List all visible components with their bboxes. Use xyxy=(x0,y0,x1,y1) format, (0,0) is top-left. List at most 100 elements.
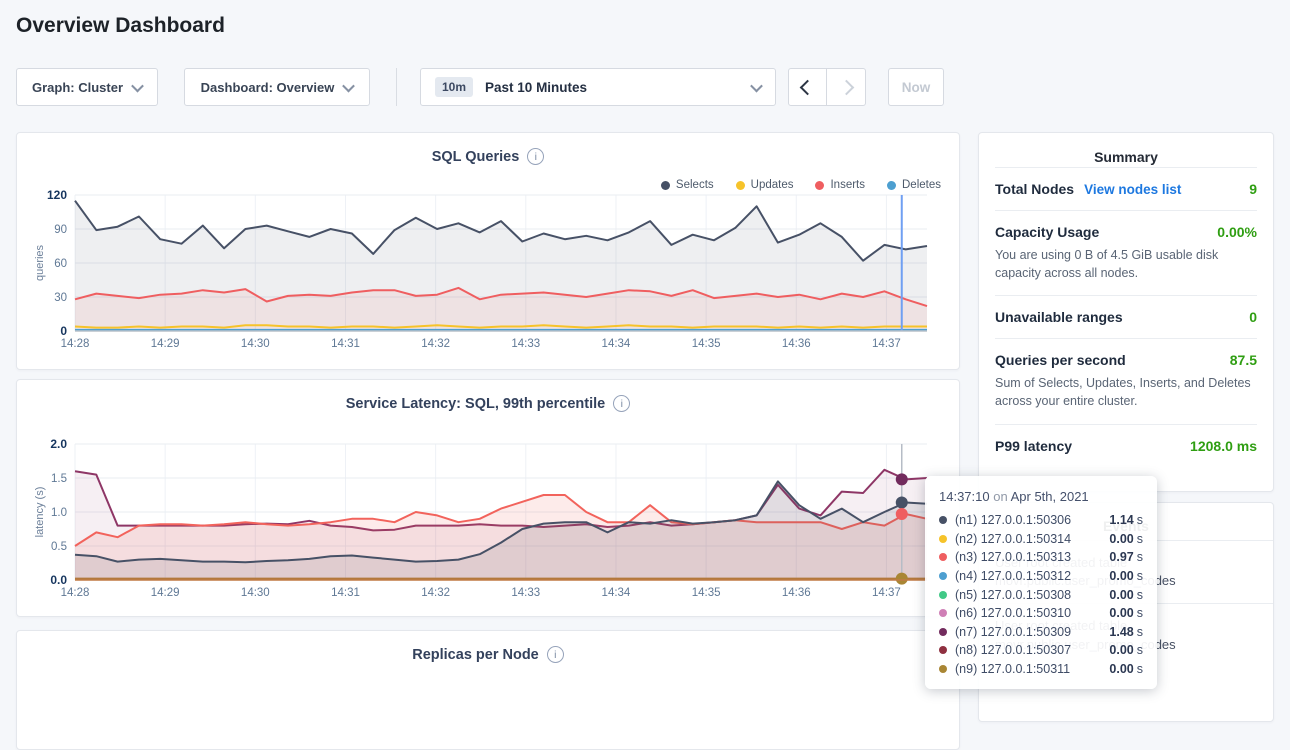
summary-label: P99 latency xyxy=(995,438,1072,454)
node-value: 0.00s xyxy=(1109,532,1143,546)
svg-text:14:35: 14:35 xyxy=(692,338,721,350)
tooltip-row: (n4) 127.0.0.1:50312 0.00s xyxy=(939,567,1143,586)
svg-text:1.5: 1.5 xyxy=(51,473,67,485)
service-latency-chart[interactable]: 0.0 0.5 1.0 1.5 2.0 14:28 14:29 14:30 14:31 14:32… xyxy=(31,438,939,607)
summary-row-qps: Queries per second 87.5 Sum of Selects, … xyxy=(995,338,1257,423)
node-dot-icon xyxy=(939,591,947,599)
tooltip-row: (n1) 127.0.0.1:50306 1.14s xyxy=(939,511,1143,530)
info-icon[interactable] xyxy=(527,148,544,165)
summary-value: 0 xyxy=(1249,309,1257,325)
summary-label: Capacity Usage xyxy=(995,224,1099,240)
graph-dropdown[interactable]: Graph: Cluster xyxy=(16,68,158,106)
tooltip-on: on xyxy=(993,489,1007,504)
info-icon[interactable] xyxy=(547,646,564,663)
svg-text:14:28: 14:28 xyxy=(61,587,90,599)
svg-text:14:31: 14:31 xyxy=(331,587,360,599)
svg-text:latency (s): latency (s) xyxy=(34,487,46,538)
svg-text:14:33: 14:33 xyxy=(511,338,540,350)
chart-title-row: Service Latency: SQL, 99th percentile xyxy=(17,395,959,412)
tooltip-date: Apr 5th, 2021 xyxy=(1011,489,1089,504)
node-value: 0.00s xyxy=(1109,569,1143,583)
svg-text:14:33: 14:33 xyxy=(511,587,540,599)
tooltip-row: (n2) 127.0.0.1:503140.00s xyxy=(939,530,1143,549)
node-dot-icon xyxy=(939,628,947,636)
node-value: 0.00s xyxy=(1109,643,1143,657)
time-prev-button[interactable] xyxy=(788,68,827,106)
svg-text:14:37: 14:37 xyxy=(872,338,901,350)
svg-text:120: 120 xyxy=(47,189,67,202)
time-next-button[interactable] xyxy=(827,68,866,106)
chart-title: Service Latency: SQL, 99th percentile xyxy=(346,396,606,412)
tooltip-time: 14:37:10 xyxy=(939,489,990,504)
dashboard-dropdown-label: Dashboard: Overview xyxy=(201,80,335,95)
summary-desc: Sum of Selects, Updates, Inserts, and De… xyxy=(995,374,1257,410)
now-button[interactable]: Now xyxy=(888,68,944,106)
svg-text:14:34: 14:34 xyxy=(602,587,631,599)
svg-text:queries: queries xyxy=(34,244,46,281)
svg-text:14:35: 14:35 xyxy=(692,587,721,599)
summary-label: Unavailable ranges xyxy=(995,309,1123,325)
node-label: (n7) 127.0.0.1:50309 xyxy=(955,625,1071,639)
svg-text:14:29: 14:29 xyxy=(151,587,180,599)
service-latency-panel: Service Latency: SQL, 99th percentile 0.… xyxy=(16,379,960,617)
summary-desc: You are using 0 B of 4.5 GiB usable disk… xyxy=(995,246,1257,282)
svg-text:0: 0 xyxy=(60,324,67,338)
summary-row-unavailable-ranges: Unavailable ranges 0 xyxy=(995,295,1257,338)
summary-panel: Summary Total Nodes View nodes list 9 Ca… xyxy=(978,132,1274,492)
svg-text:14:29: 14:29 xyxy=(151,338,180,350)
svg-text:0.0: 0.0 xyxy=(50,573,67,587)
view-nodes-list-link[interactable]: View nodes list xyxy=(1084,182,1181,197)
tooltip-row: (n9) 127.0.0.1:50311 0.00s xyxy=(939,660,1143,679)
chevron-left-icon xyxy=(800,79,816,95)
chevron-down-icon xyxy=(342,79,355,92)
svg-text:14:32: 14:32 xyxy=(421,338,450,350)
graph-dropdown-label: Graph: Cluster xyxy=(32,80,123,95)
divider xyxy=(396,68,397,106)
node-label: (n5) 127.0.0.1:50308 xyxy=(955,588,1071,602)
sql-queries-panel: SQL Queries SelectsUpdatesInsertsDeletes… xyxy=(16,132,960,370)
node-label: (n9) 127.0.0.1:50311 xyxy=(955,662,1070,676)
tooltip-row: (n6) 127.0.0.1:503100.00s xyxy=(939,604,1143,623)
svg-text:14:34: 14:34 xyxy=(602,338,631,350)
svg-text:14:32: 14:32 xyxy=(421,587,450,599)
time-step-group xyxy=(788,68,866,106)
node-label: (n6) 127.0.0.1:50310 xyxy=(955,606,1071,620)
svg-text:2.0: 2.0 xyxy=(50,438,67,451)
svg-text:14:36: 14:36 xyxy=(782,338,811,350)
svg-text:1.0: 1.0 xyxy=(51,507,67,519)
node-dot-icon xyxy=(939,535,947,543)
node-dot-icon xyxy=(939,553,947,561)
svg-text:0.5: 0.5 xyxy=(51,541,67,553)
summary-row-capacity: Capacity Usage 0.00% You are using 0 B o… xyxy=(995,210,1257,295)
svg-text:14:30: 14:30 xyxy=(241,338,270,350)
node-value: 1.48s xyxy=(1109,625,1143,639)
summary-value: 0.00% xyxy=(1217,224,1257,240)
node-label: (n4) 127.0.0.1:50312 xyxy=(955,569,1071,583)
replicas-per-node-panel: Replicas per Node xyxy=(16,630,960,750)
node-value: 0.00s xyxy=(1109,662,1143,676)
time-range-label: Past 10 Minutes xyxy=(485,80,587,95)
chart-title: SQL Queries xyxy=(432,149,520,165)
chevron-right-icon xyxy=(838,79,854,95)
node-value: 0.00s xyxy=(1109,588,1143,602)
svg-text:14:30: 14:30 xyxy=(241,587,270,599)
svg-text:60: 60 xyxy=(54,258,67,270)
node-label: (n1) 127.0.0.1:50306 xyxy=(955,513,1071,527)
node-value: 1.14s xyxy=(1109,513,1143,527)
summary-value: 1208.0 ms xyxy=(1190,438,1257,454)
tooltip-row: (n3) 127.0.0.1:503130.97s xyxy=(939,548,1143,567)
dashboard-dropdown[interactable]: Dashboard: Overview xyxy=(184,68,370,106)
sql-queries-chart[interactable]: 030609012014:2814:2914:3014:3114:3214:33… xyxy=(31,189,939,358)
summary-title: Summary xyxy=(995,149,1257,165)
time-range-dropdown[interactable]: 10m Past 10 Minutes xyxy=(420,68,776,106)
svg-text:14:28: 14:28 xyxy=(61,338,90,350)
tooltip-header: 14:37:10 on Apr 5th, 2021 xyxy=(939,489,1143,504)
chart-title: Replicas per Node xyxy=(412,647,539,663)
node-dot-icon xyxy=(939,516,947,524)
node-value: 0.97s xyxy=(1109,550,1143,564)
node-label: (n8) 127.0.0.1:50307 xyxy=(955,643,1071,657)
info-icon[interactable] xyxy=(613,395,630,412)
svg-text:90: 90 xyxy=(54,224,67,236)
svg-text:14:31: 14:31 xyxy=(331,338,360,350)
page-title: Overview Dashboard xyxy=(16,14,225,38)
